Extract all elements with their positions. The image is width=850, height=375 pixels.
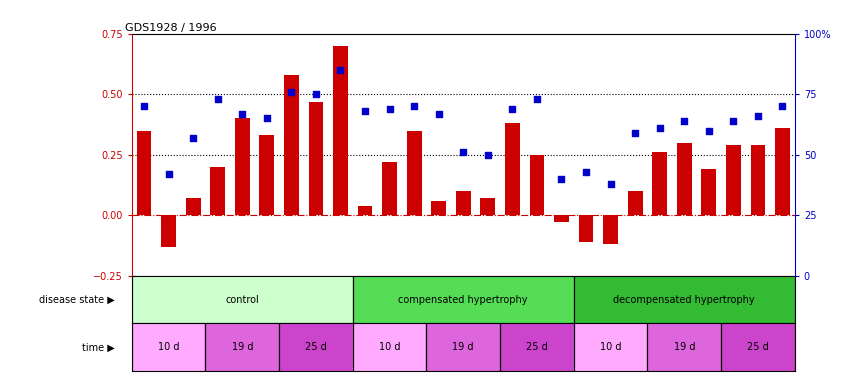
Point — [677, 118, 691, 124]
Text: 25 d: 25 d — [526, 342, 547, 352]
Point — [235, 111, 249, 117]
Bar — [480, 198, 496, 215]
Point — [530, 96, 544, 102]
Bar — [628, 191, 643, 215]
Bar — [579, 215, 593, 242]
Bar — [775, 128, 790, 215]
Bar — [382, 162, 397, 215]
Point — [260, 116, 274, 122]
Bar — [677, 142, 692, 215]
Text: decompensated hypertrophy: decompensated hypertrophy — [614, 295, 755, 304]
Text: control: control — [225, 295, 259, 304]
Point — [776, 104, 790, 110]
Point — [628, 130, 642, 136]
Text: 10 d: 10 d — [600, 342, 621, 352]
Bar — [284, 75, 298, 215]
Text: GDS1928 / 1996: GDS1928 / 1996 — [125, 23, 217, 33]
Point — [702, 128, 716, 134]
Text: 25 d: 25 d — [747, 342, 768, 352]
Bar — [137, 130, 151, 215]
Point — [751, 113, 765, 119]
Text: 19 d: 19 d — [452, 342, 474, 352]
Text: disease state ▶: disease state ▶ — [39, 295, 115, 304]
Bar — [210, 167, 225, 215]
Bar — [604, 215, 618, 244]
Text: 25 d: 25 d — [305, 342, 326, 352]
Text: 19 d: 19 d — [231, 342, 253, 352]
Text: 10 d: 10 d — [158, 342, 179, 352]
Point — [506, 106, 519, 112]
Bar — [162, 215, 176, 247]
Bar — [431, 201, 446, 215]
Bar — [652, 152, 667, 215]
Bar — [530, 155, 544, 215]
Point — [137, 104, 150, 110]
Text: 19 d: 19 d — [673, 342, 695, 352]
Point — [309, 91, 323, 97]
Text: time ▶: time ▶ — [82, 342, 115, 352]
Point — [162, 171, 175, 177]
Bar — [701, 169, 717, 215]
Point — [186, 135, 200, 141]
Point — [382, 106, 396, 112]
Bar — [235, 118, 250, 215]
Point — [653, 125, 666, 131]
Point — [579, 169, 592, 175]
Bar — [358, 206, 372, 215]
Bar — [259, 135, 275, 215]
Point — [555, 176, 569, 182]
Bar — [309, 102, 323, 215]
Point — [407, 104, 421, 110]
Text: compensated hypertrophy: compensated hypertrophy — [399, 295, 528, 304]
Bar — [554, 215, 569, 222]
Point — [211, 96, 224, 102]
Point — [727, 118, 740, 124]
Point — [358, 108, 371, 114]
Point — [432, 111, 445, 117]
Point — [456, 149, 470, 155]
Bar — [333, 46, 348, 215]
Point — [604, 181, 617, 187]
Bar — [726, 145, 740, 215]
Bar — [186, 198, 201, 215]
Text: 10 d: 10 d — [379, 342, 400, 352]
Bar — [505, 123, 519, 215]
Point — [334, 67, 348, 73]
Bar — [407, 130, 422, 215]
Point — [481, 152, 495, 158]
Bar — [751, 145, 765, 215]
Point — [285, 89, 298, 95]
Bar — [456, 191, 471, 215]
